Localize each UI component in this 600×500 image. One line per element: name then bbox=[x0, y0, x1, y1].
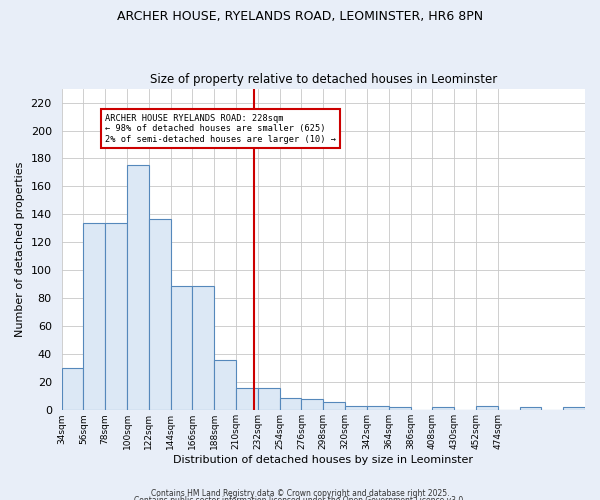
X-axis label: Distribution of detached houses by size in Leominster: Distribution of detached houses by size … bbox=[173, 455, 473, 465]
Y-axis label: Number of detached properties: Number of detached properties bbox=[15, 162, 25, 337]
Bar bbox=[563, 408, 585, 410]
Bar bbox=[214, 360, 236, 410]
Text: ARCHER HOUSE, RYELANDS ROAD, LEOMINSTER, HR6 8PN: ARCHER HOUSE, RYELANDS ROAD, LEOMINSTER,… bbox=[117, 10, 483, 23]
Text: Contains public sector information licensed under the Open Government Licence v3: Contains public sector information licen… bbox=[134, 496, 466, 500]
Title: Size of property relative to detached houses in Leominster: Size of property relative to detached ho… bbox=[149, 73, 497, 86]
Text: Contains HM Land Registry data © Crown copyright and database right 2025.: Contains HM Land Registry data © Crown c… bbox=[151, 488, 449, 498]
Bar bbox=[476, 406, 498, 410]
Bar bbox=[520, 408, 541, 410]
Bar bbox=[345, 406, 367, 410]
Bar bbox=[83, 223, 105, 410]
Bar bbox=[127, 166, 149, 410]
Bar bbox=[367, 406, 389, 410]
Bar bbox=[433, 408, 454, 410]
Text: ARCHER HOUSE RYELANDS ROAD: 228sqm
← 98% of detached houses are smaller (625)
2%: ARCHER HOUSE RYELANDS ROAD: 228sqm ← 98%… bbox=[105, 114, 336, 144]
Bar bbox=[62, 368, 83, 410]
Bar bbox=[323, 402, 345, 410]
Bar bbox=[301, 399, 323, 410]
Bar bbox=[193, 286, 214, 410]
Bar bbox=[280, 398, 301, 410]
Bar bbox=[149, 218, 170, 410]
Bar bbox=[236, 388, 258, 410]
Bar bbox=[170, 286, 193, 410]
Bar bbox=[258, 388, 280, 410]
Bar bbox=[389, 408, 410, 410]
Bar bbox=[105, 223, 127, 410]
